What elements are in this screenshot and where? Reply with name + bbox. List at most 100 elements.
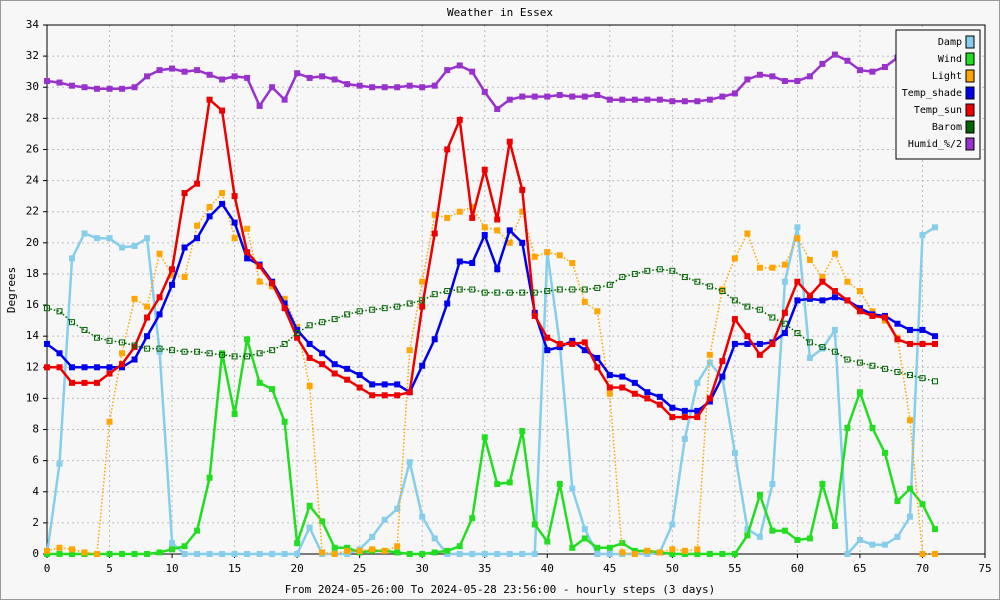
data-point bbox=[794, 536, 801, 543]
data-point bbox=[369, 381, 376, 388]
x-tick-label: 15 bbox=[228, 562, 241, 575]
data-point bbox=[831, 522, 838, 529]
data-point bbox=[906, 485, 913, 492]
data-point bbox=[319, 361, 326, 368]
data-point bbox=[56, 364, 63, 371]
data-point bbox=[131, 342, 138, 349]
data-point bbox=[281, 551, 288, 557]
data-point bbox=[531, 93, 538, 100]
y-tick-label: 20 bbox=[26, 236, 39, 249]
data-point bbox=[606, 384, 613, 391]
data-point bbox=[894, 336, 901, 343]
data-point bbox=[731, 90, 738, 97]
data-point bbox=[406, 300, 413, 307]
data-point bbox=[831, 250, 838, 257]
data-point bbox=[769, 264, 776, 271]
data-point bbox=[244, 74, 251, 81]
data-point bbox=[44, 364, 50, 371]
data-point bbox=[506, 138, 513, 145]
data-point bbox=[69, 255, 76, 262]
data-point bbox=[794, 330, 801, 337]
data-point bbox=[144, 73, 151, 80]
data-point bbox=[669, 521, 676, 528]
data-point bbox=[506, 479, 513, 486]
data-point bbox=[394, 84, 401, 91]
data-point bbox=[244, 551, 251, 557]
data-point bbox=[469, 260, 476, 267]
data-point bbox=[806, 292, 813, 299]
data-point bbox=[444, 214, 451, 221]
data-point bbox=[94, 334, 101, 341]
data-point bbox=[594, 364, 601, 371]
data-point bbox=[481, 232, 488, 239]
data-point bbox=[681, 407, 688, 414]
data-point bbox=[669, 267, 676, 274]
x-tick-label: 65 bbox=[853, 562, 866, 575]
data-point bbox=[206, 96, 213, 103]
data-point bbox=[481, 551, 488, 557]
data-point bbox=[881, 449, 888, 456]
data-point bbox=[156, 250, 163, 257]
legend-label: Humid_%/2 bbox=[908, 139, 962, 150]
y-tick-label: 2 bbox=[32, 516, 39, 529]
data-point bbox=[894, 533, 901, 540]
data-point bbox=[806, 73, 813, 80]
data-point bbox=[356, 372, 363, 379]
data-point bbox=[619, 274, 626, 281]
data-point bbox=[469, 286, 476, 293]
data-point bbox=[194, 222, 201, 229]
data-point bbox=[869, 68, 876, 75]
data-point bbox=[119, 350, 126, 357]
data-point bbox=[419, 278, 426, 285]
data-point bbox=[494, 266, 501, 273]
data-point bbox=[881, 64, 888, 71]
data-point bbox=[856, 67, 863, 74]
data-point bbox=[431, 291, 438, 298]
data-point bbox=[44, 305, 50, 312]
data-point bbox=[919, 501, 926, 508]
data-point bbox=[856, 288, 863, 295]
data-point bbox=[131, 242, 138, 249]
data-point bbox=[744, 532, 751, 539]
data-point bbox=[856, 359, 863, 366]
data-point bbox=[656, 266, 663, 273]
data-point bbox=[131, 84, 138, 91]
data-point bbox=[881, 314, 888, 321]
y-tick-label: 0 bbox=[32, 547, 39, 560]
x-tick-label: 70 bbox=[916, 562, 929, 575]
data-point bbox=[206, 350, 213, 357]
data-point bbox=[219, 351, 226, 358]
data-point bbox=[794, 235, 801, 242]
data-point bbox=[69, 364, 76, 371]
data-point bbox=[444, 300, 451, 307]
data-point bbox=[506, 551, 513, 557]
data-point bbox=[206, 474, 213, 481]
data-point bbox=[356, 308, 363, 315]
data-point bbox=[44, 547, 50, 554]
data-point bbox=[194, 348, 201, 355]
data-point bbox=[94, 85, 101, 92]
x-tick-label: 40 bbox=[541, 562, 554, 575]
data-point bbox=[319, 319, 326, 326]
y-tick-label: 34 bbox=[26, 18, 40, 31]
data-point bbox=[106, 418, 113, 425]
data-point bbox=[344, 365, 351, 372]
data-point bbox=[644, 267, 651, 274]
data-point bbox=[506, 227, 513, 234]
data-point bbox=[756, 306, 763, 313]
data-point bbox=[156, 345, 163, 352]
data-point bbox=[819, 278, 826, 285]
data-point bbox=[594, 92, 601, 99]
data-point bbox=[769, 527, 776, 534]
data-point bbox=[519, 551, 526, 557]
data-point bbox=[544, 93, 551, 100]
data-point bbox=[744, 333, 751, 340]
data-point bbox=[706, 351, 713, 358]
data-point bbox=[519, 239, 526, 246]
data-point bbox=[181, 68, 188, 75]
y-tick-label: 14 bbox=[26, 329, 40, 342]
y-tick-label: 18 bbox=[26, 267, 39, 280]
data-point bbox=[269, 551, 276, 557]
data-point bbox=[681, 547, 688, 554]
